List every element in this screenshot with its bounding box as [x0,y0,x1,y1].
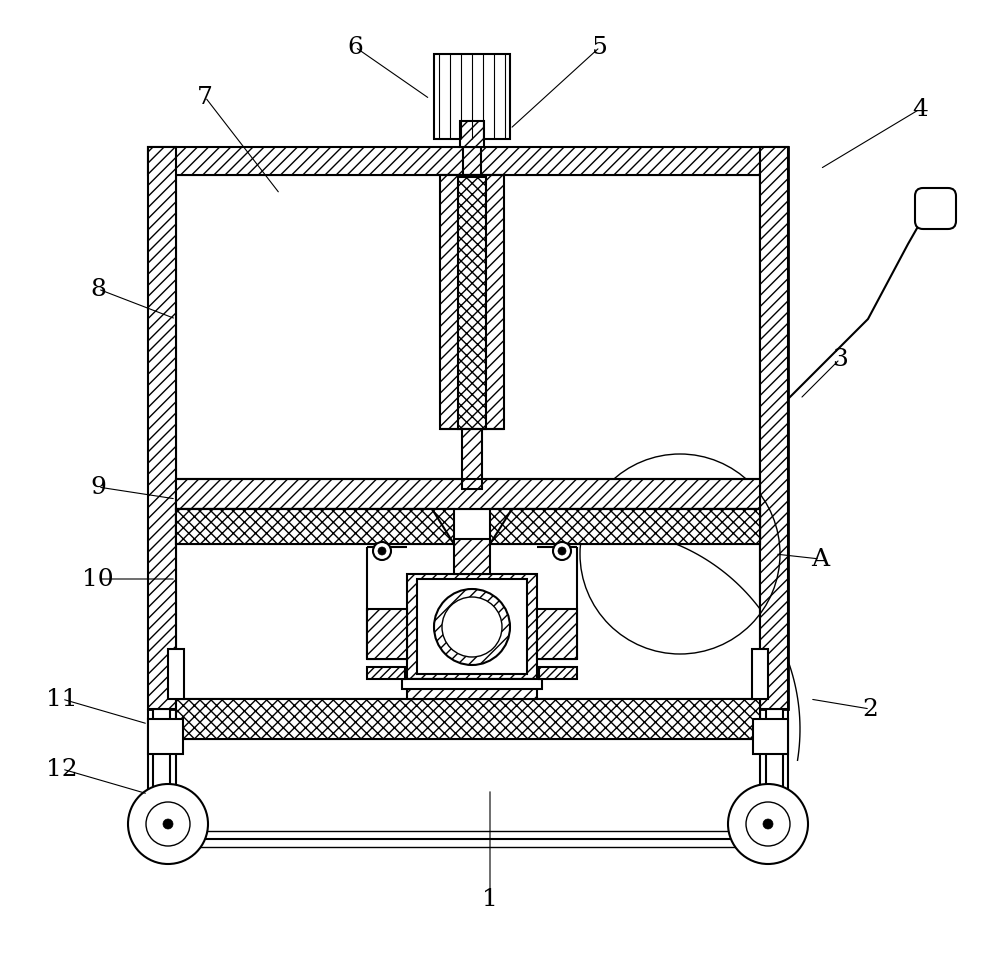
Polygon shape [176,509,454,545]
Text: 2: 2 [862,698,878,721]
Text: 3: 3 [832,348,848,371]
Polygon shape [490,509,760,545]
Text: 1: 1 [482,888,498,911]
Bar [367,609,407,659]
Bar [760,148,788,709]
Bar [458,178,486,430]
Bar [176,480,760,509]
Bar [148,148,788,709]
Circle shape [146,802,190,846]
Circle shape [442,598,502,657]
Text: 7: 7 [197,86,213,110]
Circle shape [163,819,173,829]
Bar [434,55,510,140]
Bar [537,609,577,659]
Circle shape [378,548,386,555]
Bar [407,575,537,679]
Bar [148,148,788,176]
FancyBboxPatch shape [915,188,956,230]
Polygon shape [176,509,454,545]
Text: 10: 10 [82,568,114,591]
Bar [753,719,788,754]
Circle shape [728,784,808,864]
Text: 9: 9 [90,476,106,499]
Bar [766,709,783,839]
Circle shape [553,542,571,560]
Polygon shape [490,509,760,545]
Bar [402,679,542,689]
Bar [153,709,170,839]
Circle shape [558,548,566,555]
Bar [148,148,176,709]
Circle shape [373,542,391,560]
Bar [460,122,484,148]
Text: 5: 5 [592,37,608,60]
Text: 8: 8 [90,279,106,301]
Bar [440,176,504,430]
Circle shape [763,819,773,829]
Bar [176,700,760,739]
Bar [417,579,527,675]
Bar [539,667,577,679]
Bar [752,650,768,700]
Text: 4: 4 [912,98,928,121]
Text: 6: 6 [347,37,363,60]
Bar [454,539,490,575]
Bar [168,650,184,700]
Text: 11: 11 [46,688,78,711]
Circle shape [434,589,510,665]
Bar [462,430,482,489]
Bar [407,679,537,700]
Circle shape [746,802,790,846]
Circle shape [128,784,208,864]
Bar [148,719,183,754]
Text: 12: 12 [46,757,78,780]
Bar [367,667,405,679]
Text: A: A [811,548,829,571]
